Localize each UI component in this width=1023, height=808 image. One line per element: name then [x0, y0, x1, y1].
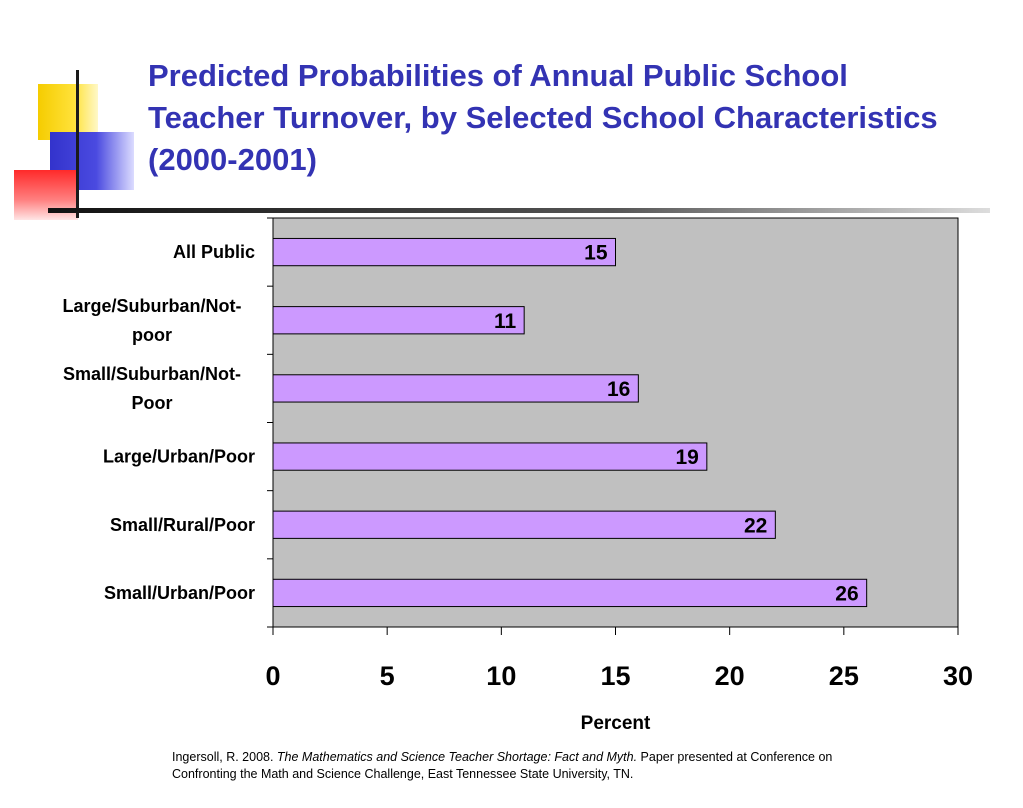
x-tick-label: 20	[715, 661, 745, 691]
bar	[272, 442, 708, 471]
category-label: All Public	[173, 242, 255, 262]
x-tick-label: 15	[600, 661, 630, 691]
citation: Ingersoll, R. 2008. The Mathematics and …	[172, 749, 852, 783]
bar	[272, 510, 776, 539]
x-tick-label: 25	[829, 661, 859, 691]
category-label: Small/Suburban/Not-Poor	[63, 364, 241, 413]
decor-yellow-square	[38, 84, 98, 140]
data-label: 22	[744, 514, 767, 537]
x-axis-title: Percent	[581, 713, 651, 734]
x-tick-label: 10	[486, 661, 516, 691]
bar	[272, 237, 616, 267]
x-tick-label: 5	[380, 661, 395, 691]
data-label: 16	[607, 378, 630, 401]
bar	[272, 578, 868, 608]
citation-prefix: Ingersoll, R. 2008.	[172, 750, 277, 764]
citation-work: The Mathematics and Science Teacher Shor…	[276, 750, 638, 764]
x-tick-label: 30	[943, 661, 973, 691]
slide-title: Predicted Probabilities of Annual Public…	[148, 58, 938, 177]
data-label: 15	[584, 242, 608, 265]
decor-horizontal-rule	[48, 208, 990, 213]
bar	[272, 306, 525, 335]
category-label: Small/Urban/Poor	[104, 583, 255, 603]
category-label: Small/Rural/Poor	[110, 515, 255, 535]
decor-vertical-rule	[76, 70, 79, 218]
plot-area	[272, 217, 959, 628]
data-label: 11	[494, 310, 517, 333]
category-label: Large/Suburban/Not-poor	[63, 296, 242, 345]
bar	[272, 374, 639, 403]
data-label: 26	[835, 582, 858, 605]
x-tick-label: 0	[265, 661, 280, 691]
citation-suffix: Paper presented at Conference on Confron…	[172, 750, 833, 781]
category-label: Large/Urban/Poor	[103, 447, 255, 467]
data-label: 19	[675, 446, 698, 469]
